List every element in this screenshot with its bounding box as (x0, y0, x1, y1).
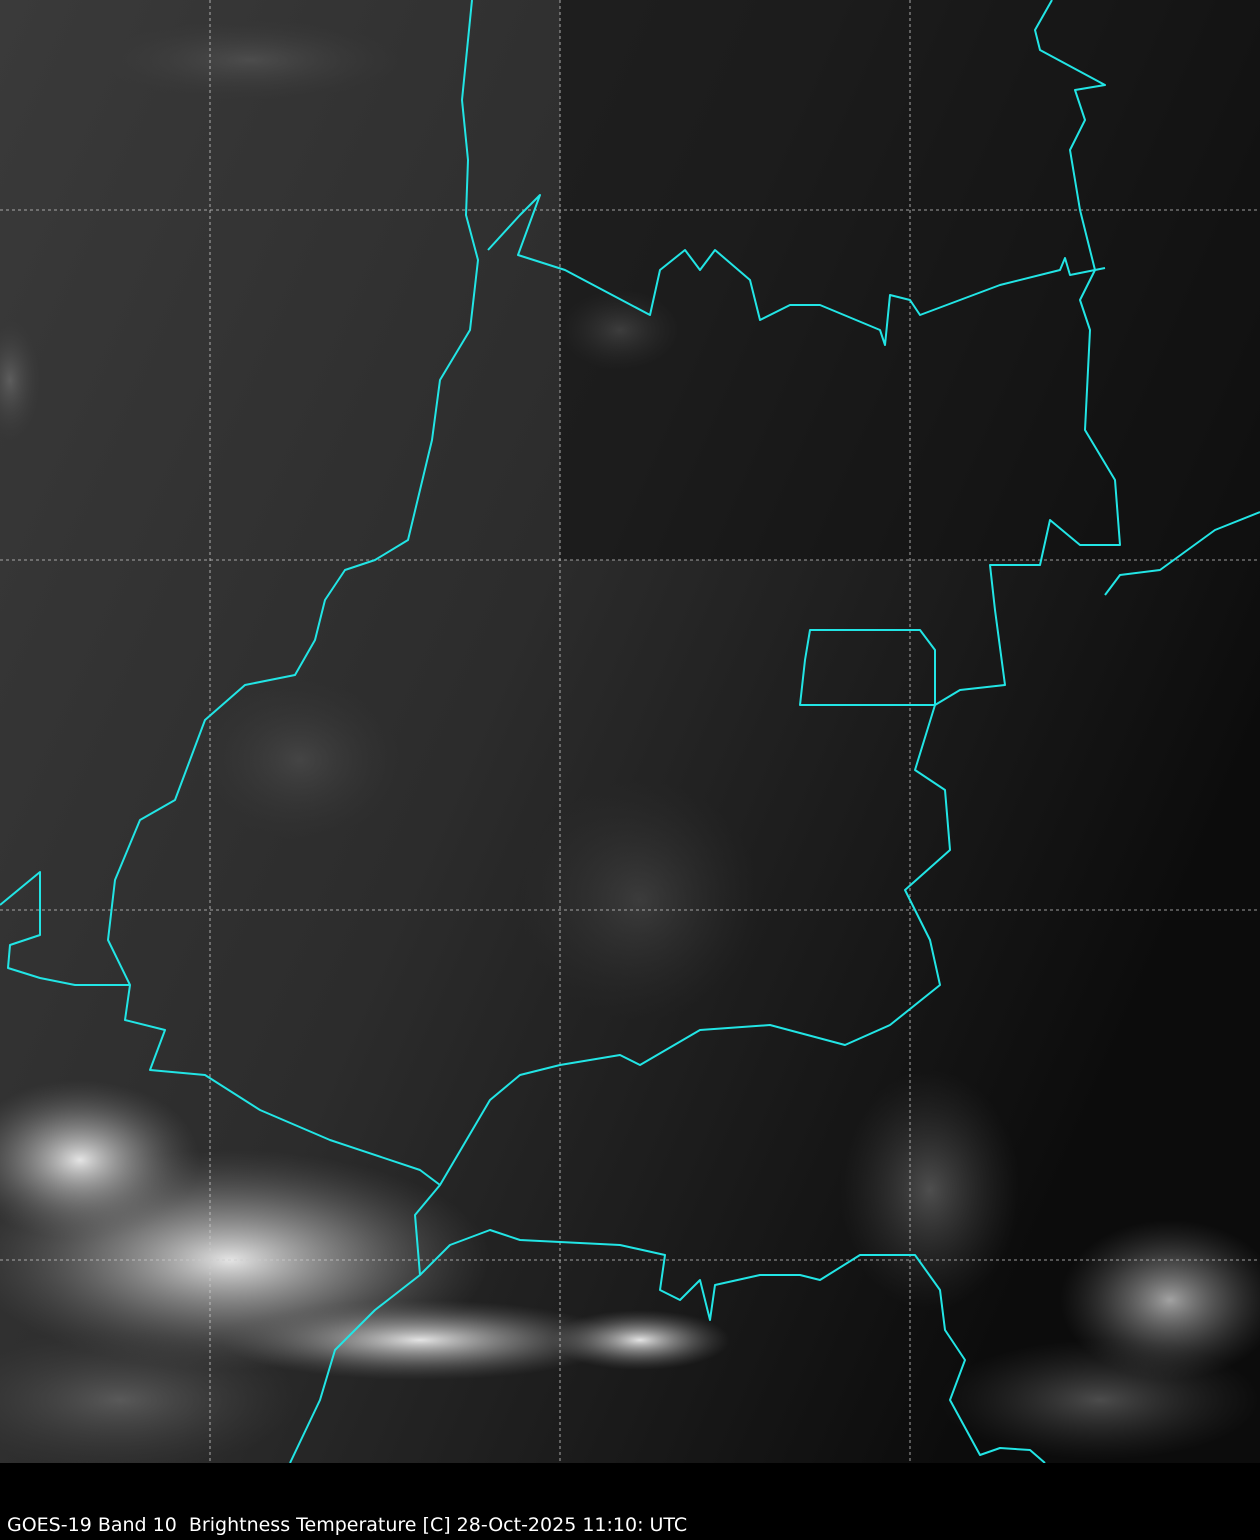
dark-region (560, 0, 1260, 560)
border-south (419, 1229, 1046, 1463)
federal-district-border (799, 629, 936, 706)
border-northeast (1104, 511, 1260, 596)
border-north (487, 194, 1106, 346)
state-borders (0, 0, 1260, 1463)
lat-lon-grid (0, 0, 1260, 1463)
cloud-layer (0, 20, 1260, 1463)
image-caption: GOES-19 Band 10 Brightness Temperature [… (7, 1514, 688, 1536)
border-east (439, 0, 1121, 1186)
satellite-image (0, 0, 1260, 1463)
border-southwest (0, 871, 130, 986)
border-west (107, 0, 479, 1463)
